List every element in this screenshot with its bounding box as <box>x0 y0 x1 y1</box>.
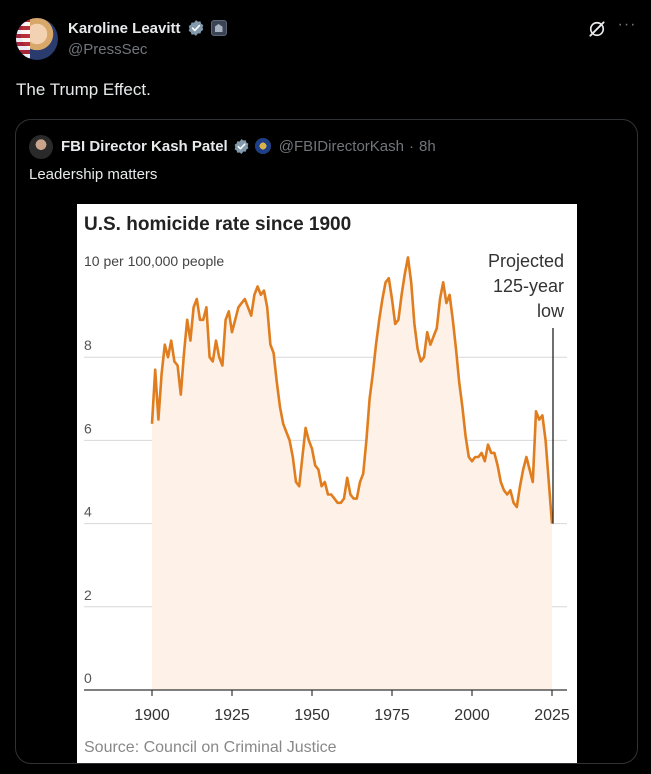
annotation-line-3: low <box>537 301 565 321</box>
quoted-timestamp[interactable]: 8h <box>418 137 436 155</box>
quoted-verified-badge-icon[interactable] <box>233 138 250 155</box>
homicide-rate-chart: U.S. homicide rate since 1900 10 per 100… <box>84 214 570 756</box>
x-tick-label: 1975 <box>374 707 410 724</box>
x-tick-label: 1950 <box>294 707 330 724</box>
y-tick-label: 6 <box>84 420 92 436</box>
government-affiliation-icon[interactable] <box>210 20 227 36</box>
series-line <box>150 256 554 524</box>
more-options-icon[interactable]: ··· <box>617 16 637 33</box>
y-tick-label: 0 <box>84 670 92 686</box>
flag-decoration <box>16 18 30 60</box>
chart-source: Source: Council on Criminal Justice <box>84 739 337 756</box>
author-handle[interactable]: @PressSec <box>68 41 148 58</box>
separator-dot: · <box>408 137 414 155</box>
x-tick-label: 2000 <box>454 707 490 724</box>
verified-badge-icon[interactable] <box>187 19 205 37</box>
x-tick-label: 1900 <box>134 707 170 724</box>
x-tick-label: 2025 <box>534 707 570 724</box>
x-tick-label: 1925 <box>214 707 250 724</box>
chart-image[interactable]: U.S. homicide rate since 1900 10 per 100… <box>77 204 577 763</box>
quoted-author-name[interactable]: FBI Director Kash Patel <box>61 137 228 155</box>
post-text: The Trump Effect. <box>16 80 151 99</box>
y-tick-label: 2 <box>84 587 92 603</box>
annotation-line-1: Projected <box>488 251 564 271</box>
author-name[interactable]: Karoline Leavitt <box>68 19 181 37</box>
grok-icon[interactable] <box>587 19 607 39</box>
quoted-text: Leadership matters <box>29 166 158 183</box>
avatar[interactable] <box>16 18 58 60</box>
fbi-seal-icon[interactable] <box>254 138 271 154</box>
chart-ylabel: 10 per 100,000 people <box>84 253 224 269</box>
area-fill <box>152 257 552 690</box>
chart-title: U.S. homicide rate since 1900 <box>84 214 351 235</box>
quoted-avatar[interactable] <box>29 135 53 159</box>
quoted-author-handle[interactable]: @FBIDirectorKash <box>278 137 404 155</box>
quoted-author-row: FBI Director Kash Patel @FBIDirectorKash… <box>61 136 436 156</box>
annotation-line-2: 125-year <box>493 276 564 296</box>
quoted-post[interactable]: FBI Director Kash Patel @FBIDirectorKash… <box>15 119 638 764</box>
y-tick-label: 4 <box>84 504 92 520</box>
y-tick-label: 8 <box>84 337 92 353</box>
author-name-row: Karoline Leavitt <box>68 18 227 38</box>
